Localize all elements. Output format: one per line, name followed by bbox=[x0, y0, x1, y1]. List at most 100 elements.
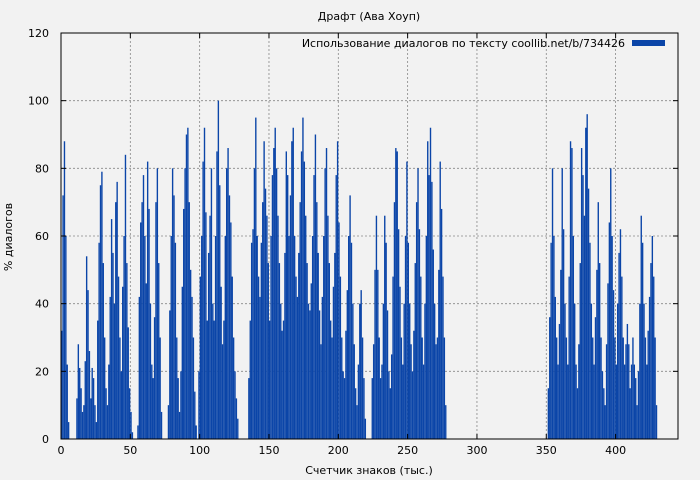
bar bbox=[282, 320, 285, 439]
bar bbox=[432, 249, 434, 439]
bar bbox=[144, 236, 146, 439]
bar bbox=[235, 398, 238, 439]
bar bbox=[407, 242, 410, 439]
bar bbox=[67, 422, 70, 439]
bar bbox=[583, 215, 586, 439]
bar bbox=[120, 371, 123, 439]
bar bbox=[335, 175, 337, 439]
bar bbox=[621, 276, 623, 439]
bar bbox=[201, 236, 203, 439]
bar bbox=[115, 202, 117, 439]
bar bbox=[436, 337, 439, 439]
bar bbox=[306, 263, 308, 439]
bar bbox=[589, 242, 591, 439]
bar bbox=[62, 195, 64, 439]
bar bbox=[155, 202, 157, 439]
bar bbox=[176, 337, 178, 439]
bar bbox=[270, 236, 272, 439]
bar bbox=[389, 388, 391, 439]
bar bbox=[603, 388, 605, 439]
bar bbox=[586, 114, 588, 439]
bar bbox=[385, 242, 387, 439]
bar bbox=[653, 276, 655, 439]
y-tick-label: 60 bbox=[35, 230, 49, 243]
x-tick-label: 150 bbox=[258, 444, 279, 457]
bar bbox=[92, 378, 95, 439]
bar bbox=[393, 202, 396, 439]
bar bbox=[108, 364, 110, 439]
bar bbox=[332, 286, 335, 439]
bar bbox=[623, 364, 626, 439]
bar bbox=[91, 367, 93, 439]
bar bbox=[188, 202, 190, 439]
bar bbox=[63, 141, 66, 439]
bar bbox=[291, 141, 293, 439]
bar bbox=[250, 242, 253, 439]
bar bbox=[152, 378, 154, 439]
bar bbox=[198, 371, 200, 439]
bar bbox=[569, 141, 572, 439]
legend: Использование диалогов по тексту coollib… bbox=[302, 37, 665, 50]
bar bbox=[277, 215, 279, 439]
bar bbox=[650, 263, 652, 439]
bar bbox=[185, 134, 188, 439]
bar bbox=[278, 263, 281, 439]
bar bbox=[644, 337, 647, 439]
bar bbox=[364, 418, 367, 439]
bar bbox=[629, 388, 631, 439]
x-tick-label: 300 bbox=[466, 444, 487, 457]
bar bbox=[296, 296, 299, 439]
bar bbox=[275, 168, 278, 440]
bar bbox=[596, 269, 598, 439]
bar bbox=[587, 188, 590, 439]
bar bbox=[137, 425, 139, 439]
bar bbox=[371, 378, 373, 439]
chart-title: Драфт (Ава Хоуп) bbox=[318, 10, 420, 23]
bar bbox=[655, 405, 658, 439]
bar bbox=[268, 320, 271, 439]
bar bbox=[159, 337, 161, 439]
bar bbox=[300, 151, 303, 439]
bar bbox=[386, 310, 389, 439]
bar bbox=[433, 303, 436, 439]
bar bbox=[280, 303, 282, 439]
bar bbox=[633, 364, 636, 439]
bar bbox=[105, 388, 107, 439]
bar bbox=[192, 337, 195, 439]
bar bbox=[257, 276, 260, 439]
bar bbox=[259, 296, 261, 439]
bar bbox=[443, 337, 446, 439]
x-tick-label: 250 bbox=[397, 444, 418, 457]
bar bbox=[216, 151, 218, 439]
bar bbox=[255, 117, 257, 439]
bar bbox=[415, 202, 418, 439]
bar bbox=[138, 296, 141, 439]
bar bbox=[628, 344, 630, 439]
bar bbox=[372, 344, 375, 439]
bar bbox=[608, 222, 611, 439]
bar bbox=[352, 303, 354, 439]
bar bbox=[600, 337, 602, 439]
bar bbox=[601, 371, 604, 439]
bar bbox=[180, 371, 182, 439]
bar bbox=[140, 222, 142, 439]
bar bbox=[562, 229, 565, 439]
bar bbox=[418, 229, 421, 439]
bar bbox=[202, 161, 204, 440]
bar bbox=[560, 269, 562, 439]
bar bbox=[327, 215, 329, 439]
bar bbox=[173, 195, 175, 439]
bar bbox=[220, 286, 222, 439]
bar bbox=[66, 364, 68, 439]
bar bbox=[576, 388, 579, 439]
bar bbox=[260, 242, 263, 439]
bar bbox=[564, 303, 566, 439]
bar bbox=[94, 405, 96, 439]
y-tick-label: 100 bbox=[28, 95, 49, 108]
bar bbox=[248, 378, 250, 439]
x-tick-label: 0 bbox=[58, 444, 65, 457]
bar bbox=[403, 303, 405, 439]
bar bbox=[578, 344, 580, 439]
bar bbox=[128, 388, 131, 439]
